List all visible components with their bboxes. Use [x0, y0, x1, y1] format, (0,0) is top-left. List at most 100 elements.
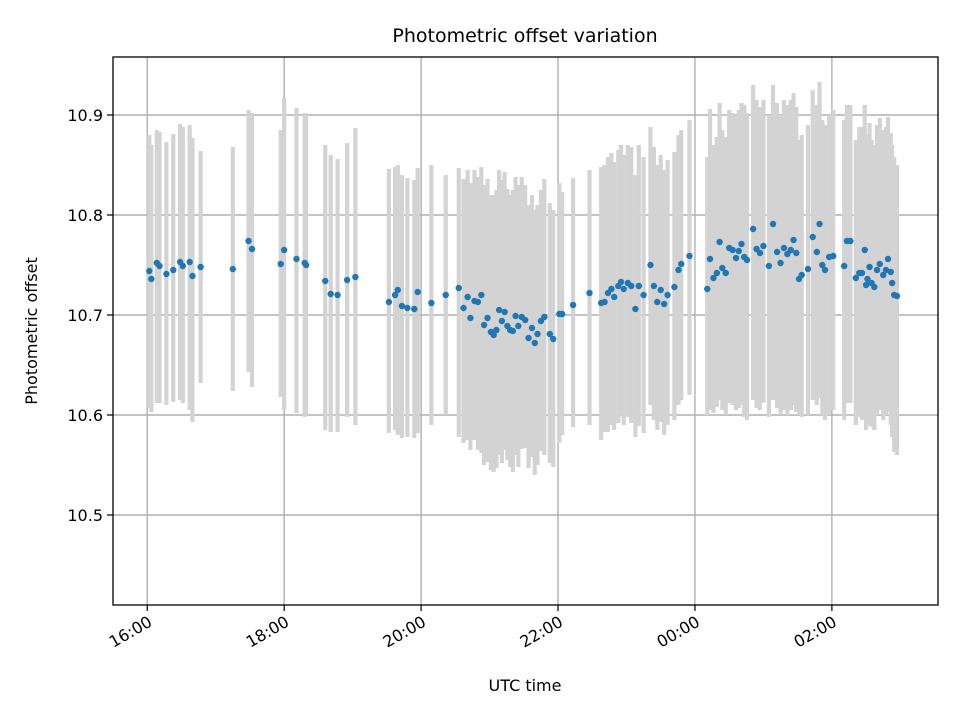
y-tick-label: 10.7 [67, 306, 103, 325]
data-point [777, 259, 784, 267]
data-point [773, 248, 781, 256]
data-point [871, 283, 878, 291]
data-point [798, 271, 805, 279]
data-point [804, 265, 812, 273]
data-point [884, 255, 892, 263]
data-point [704, 285, 711, 293]
data-point [787, 246, 795, 254]
data-point [464, 293, 471, 301]
data-point [327, 290, 334, 298]
data-point [558, 310, 566, 318]
data-point [858, 269, 866, 277]
data-point [280, 246, 288, 254]
data-point [512, 312, 519, 320]
data-point [861, 246, 868, 254]
data-point [671, 283, 678, 291]
data-point [322, 277, 329, 285]
data-point [657, 286, 664, 294]
data-point [852, 274, 860, 282]
data-point [170, 266, 177, 274]
data-point [493, 326, 500, 334]
data-point [352, 273, 359, 281]
data-point [186, 258, 193, 266]
data-point [608, 285, 615, 293]
data-point [650, 282, 658, 290]
data-point [501, 308, 508, 316]
data-point [293, 255, 300, 263]
data-point [498, 317, 506, 325]
data-point [660, 300, 668, 308]
data-point [654, 298, 661, 306]
data-point [525, 334, 532, 342]
data-point [816, 220, 823, 228]
data-point [509, 327, 517, 335]
y-tick-label: 10.8 [67, 206, 103, 225]
data-point [880, 271, 887, 279]
data-point [722, 269, 729, 277]
data-point [790, 236, 797, 244]
data-point [769, 220, 777, 228]
data-point [678, 260, 685, 268]
data-point [664, 291, 671, 299]
data-point [617, 278, 625, 286]
data-point [343, 276, 351, 284]
data-point [428, 299, 435, 307]
data-point [146, 267, 153, 275]
data-point [647, 261, 654, 269]
data-point [156, 262, 163, 270]
data-point [819, 261, 826, 269]
data-point [862, 281, 870, 289]
data-point [632, 305, 639, 313]
y-axis-label: Photometric offset [22, 257, 41, 405]
data-point [706, 255, 714, 263]
data-points [146, 220, 901, 347]
data-point [528, 324, 536, 332]
data-point [610, 293, 618, 301]
data-point [640, 291, 647, 299]
data-point [334, 291, 341, 299]
data-point [888, 279, 896, 287]
data-point [179, 262, 187, 270]
data-point [484, 314, 491, 322]
data-point [756, 249, 764, 257]
chart-title: Photometric offset variation [392, 25, 657, 47]
data-point [601, 298, 608, 306]
data-point [163, 270, 170, 278]
data-point [586, 289, 593, 297]
data-point [474, 298, 482, 306]
data-point [541, 313, 548, 321]
data-point [148, 275, 155, 283]
data-point [546, 330, 554, 338]
data-point [414, 288, 421, 296]
x-axis-label: UTC time [489, 676, 562, 695]
data-point [455, 284, 462, 292]
data-point [480, 321, 488, 329]
data-point [550, 335, 557, 343]
y-axis-ticks: 10.5 10.6 10.7 10.8 10.9 [67, 106, 113, 525]
data-point [467, 314, 474, 322]
data-point [765, 262, 773, 270]
data-point [404, 304, 411, 312]
data-point [277, 260, 284, 268]
y-tick-label: 10.6 [67, 406, 103, 425]
data-point [628, 282, 635, 290]
data-point [719, 264, 726, 272]
y-tick-label: 10.5 [67, 506, 103, 525]
data-point [245, 237, 252, 245]
data-point [478, 291, 485, 299]
data-point [391, 291, 399, 299]
data-point [394, 286, 402, 294]
data-point [531, 339, 538, 347]
data-point [495, 306, 503, 314]
data-point [813, 248, 821, 256]
data-point [809, 233, 816, 241]
data-point [780, 244, 788, 252]
data-point [887, 268, 894, 276]
data-point [732, 254, 740, 262]
data-point [460, 304, 467, 312]
data-point [620, 285, 627, 293]
data-point [735, 247, 742, 255]
data-point [490, 331, 497, 339]
data-point [713, 269, 721, 277]
